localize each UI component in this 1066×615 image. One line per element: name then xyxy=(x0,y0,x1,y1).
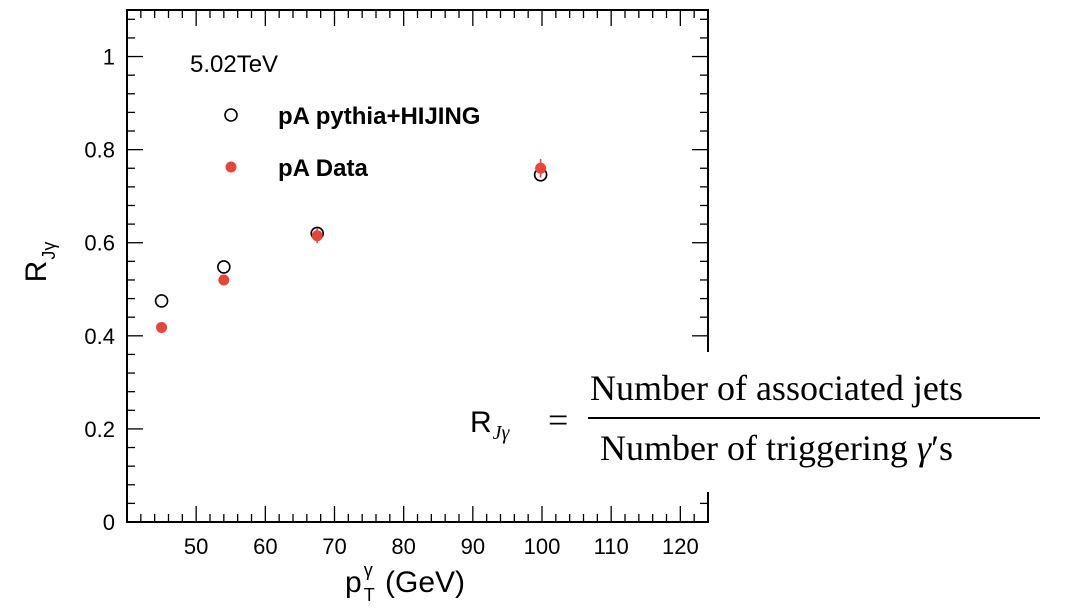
data-points xyxy=(154,158,548,333)
formula-equals: = xyxy=(548,400,568,440)
legend-marker-open-circle xyxy=(224,108,238,122)
legend-label-pa-data: pA Data xyxy=(278,155,368,182)
x-tick-label: 110 xyxy=(594,534,629,559)
axis-tick-labels: 50 60 70 80 90 100 110 120 0 0.2 0.4 0.6 0.8 1 xyxy=(84,45,698,559)
data-point-pa-data xyxy=(156,321,168,333)
legend: pA pythia+HIJING pA Data xyxy=(224,103,480,182)
data-point-pa-data xyxy=(218,274,230,286)
data-point-pythia-hijing xyxy=(154,294,169,308)
y-axis-title: RJγ xyxy=(20,242,59,283)
data-point-pythia-hijing xyxy=(217,260,231,274)
formula: RJγ = Number of associated jets Number o… xyxy=(470,352,1066,492)
y-tick-label: 0 xyxy=(103,510,115,535)
axis-ticks xyxy=(127,10,709,523)
formula-background xyxy=(470,352,1066,492)
y-tick-label: 0.2 xyxy=(84,417,115,442)
energy-annotation: 5.02TeV xyxy=(190,51,278,78)
x-tick-label: 120 xyxy=(662,534,699,559)
formula-numerator: Number of associated jets xyxy=(590,368,963,408)
x-tick-label: 70 xyxy=(322,534,346,559)
legend-label-pythia-hijing: pA pythia+HIJING xyxy=(278,103,480,130)
x-tick-label: 50 xyxy=(184,534,208,559)
x-tick-label: 100 xyxy=(524,534,561,559)
legend-marker-filled-circle xyxy=(225,161,237,173)
formula-denominator: Number of triggering γ′s xyxy=(600,428,953,468)
data-point-pa-data xyxy=(535,162,547,174)
x-tick-label: 90 xyxy=(461,534,485,559)
y-tick-label: 0.4 xyxy=(84,324,115,349)
y-tick-label: 0.8 xyxy=(84,138,115,163)
data-point-pa-data xyxy=(311,230,323,242)
y-tick-label: 1 xyxy=(103,45,115,70)
x-tick-label: 60 xyxy=(253,534,277,559)
formula-lhs: RJγ xyxy=(470,406,511,444)
x-tick-label: 80 xyxy=(391,534,415,559)
y-tick-label: 0.6 xyxy=(84,231,115,256)
